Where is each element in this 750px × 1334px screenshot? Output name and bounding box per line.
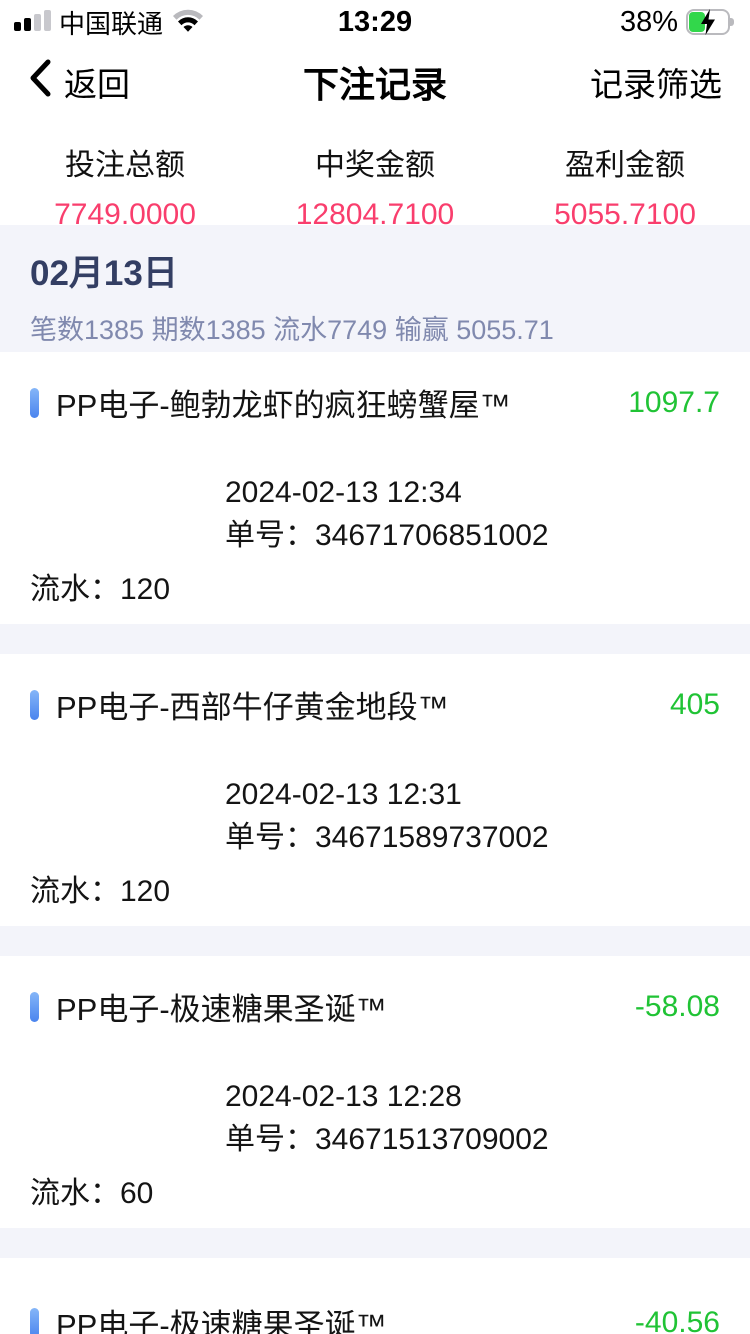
record-turnover-line: 流水：60 bbox=[30, 1172, 720, 1215]
record-filter-button[interactable]: 记录筛选 bbox=[590, 66, 722, 103]
clock-time: 13:29 bbox=[337, 5, 413, 38]
back-button-label: 返回 bbox=[64, 66, 130, 103]
bet-record-item[interactable]: PP电子-鲍勃龙虾的疯狂螃蟹屋™ 1097.7 2024-02-13 12:34… bbox=[0, 352, 750, 624]
carrier-label: 中国联通 bbox=[59, 8, 164, 39]
section-divider bbox=[0, 1228, 750, 1258]
order-label: 单号： bbox=[225, 1123, 315, 1156]
record-order-line: 单号：34671513709002 bbox=[225, 1118, 720, 1161]
summary-value: 12804.7100 bbox=[295, 198, 455, 231]
turnover-value: 120 bbox=[120, 573, 171, 606]
record-accent-bar bbox=[30, 1307, 39, 1334]
record-amount: -40.56 bbox=[634, 1305, 720, 1334]
date-stats: 笔数1385 期数1385 流水7749 输赢 5055.71 bbox=[30, 315, 554, 345]
bet-record-item[interactable]: PP电子-极速糖果圣诞™ -58.08 2024-02-13 12:28 单号：… bbox=[0, 956, 750, 1228]
status-right: 38% bbox=[620, 6, 736, 39]
summary-value: 5055.7100 bbox=[554, 198, 696, 231]
record-game-title: PP电子-西部牛仔黄金地段™ bbox=[56, 690, 449, 725]
order-label: 单号： bbox=[225, 821, 315, 854]
summary-total-bet: 投注总额 7749.0000 bbox=[0, 140, 250, 231]
page-title: 下注记录 bbox=[302, 64, 447, 105]
bet-record-item[interactable]: PP电子-西部牛仔黄金地段™ 405 2024-02-13 12:31 单号：3… bbox=[0, 654, 750, 926]
section-divider bbox=[0, 624, 750, 654]
order-label: 单号： bbox=[225, 519, 315, 552]
record-datetime: 2024-02-13 12:31 bbox=[225, 778, 462, 811]
record-order-line: 单号：34671706851002 bbox=[225, 514, 720, 557]
record-game-title: PP电子-极速糖果圣诞™ bbox=[56, 992, 387, 1027]
summary-label: 盈利金额 bbox=[565, 149, 685, 182]
cellular-signal-icon bbox=[14, 10, 51, 33]
record-game-title: PP电子-鲍勃龙虾的疯狂螃蟹屋™ bbox=[56, 388, 511, 423]
record-datetime: 2024-02-13 12:28 bbox=[225, 1080, 462, 1113]
record-amount: -58.08 bbox=[634, 989, 720, 1023]
summary-total-win: 中奖金额 12804.7100 bbox=[250, 140, 500, 231]
back-button[interactable]: 返回 bbox=[28, 58, 130, 106]
battery-percent-label: 38% bbox=[619, 5, 678, 38]
summary-totals: 投注总额 7749.0000 中奖金额 12804.7100 盈利金额 5055… bbox=[0, 120, 750, 231]
status-bar: 中国联通 13:29 38% bbox=[0, 0, 750, 44]
record-amount: 405 bbox=[669, 687, 720, 721]
order-number: 34671513709002 bbox=[315, 1123, 549, 1156]
date-title: 02月13日 bbox=[30, 254, 178, 293]
summary-total-profit: 盈利金额 5055.7100 bbox=[500, 140, 750, 231]
turnover-value: 120 bbox=[120, 875, 171, 908]
nav-bar: 返回 下注记录 记录筛选 bbox=[0, 44, 750, 120]
order-number: 34671589737002 bbox=[315, 821, 549, 854]
record-accent-bar bbox=[30, 689, 39, 720]
turnover-value: 60 bbox=[120, 1177, 154, 1210]
chevron-left-icon bbox=[28, 58, 52, 106]
turnover-label: 流水： bbox=[30, 1177, 120, 1210]
section-divider bbox=[0, 926, 750, 956]
record-order-line: 单号：34671589737002 bbox=[225, 816, 720, 859]
turnover-label: 流水： bbox=[30, 875, 120, 908]
record-game-title: PP电子-极速糖果圣诞™ bbox=[56, 1308, 387, 1334]
record-turnover-line: 流水：120 bbox=[30, 568, 720, 611]
summary-label: 中奖金额 bbox=[315, 149, 435, 182]
record-accent-bar bbox=[30, 991, 39, 1022]
record-accent-bar bbox=[30, 387, 39, 418]
wifi-icon bbox=[171, 7, 205, 38]
summary-label: 投注总额 bbox=[65, 149, 185, 182]
status-left: 中国联通 bbox=[14, 4, 205, 41]
record-amount: 1097.7 bbox=[628, 385, 720, 419]
record-turnover-line: 流水：120 bbox=[30, 870, 720, 913]
record-datetime: 2024-02-13 12:34 bbox=[225, 476, 462, 509]
summary-value: 7749.0000 bbox=[54, 198, 196, 231]
bet-record-item[interactable]: PP电子-极速糖果圣诞™ -40.56 bbox=[0, 1272, 750, 1334]
order-number: 34671706851002 bbox=[315, 519, 549, 552]
battery-charging-icon bbox=[686, 9, 736, 35]
turnover-label: 流水： bbox=[30, 573, 120, 606]
date-section-header: 02月13日 笔数1385 期数1385 流水7749 输赢 5055.71 bbox=[0, 225, 750, 352]
